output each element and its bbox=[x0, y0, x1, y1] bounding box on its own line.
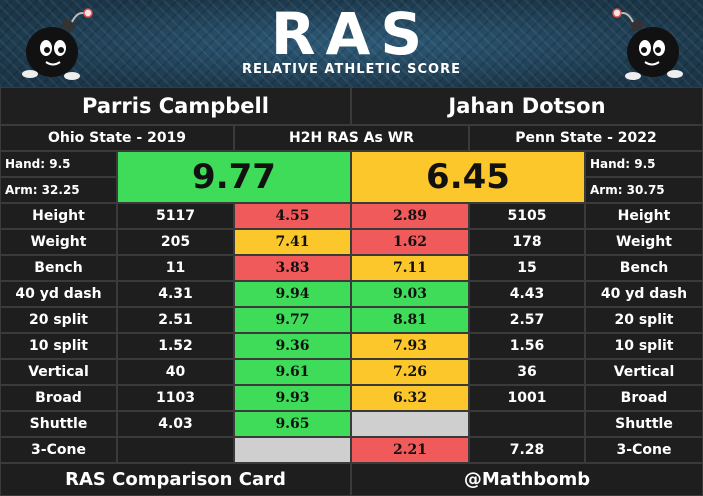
metric-label-left: Height bbox=[0, 203, 117, 229]
raw-value-left: 40 bbox=[117, 359, 234, 385]
score-left: 7.41 bbox=[234, 229, 351, 255]
table-row: Broad 1103 9.93 6.32 1001 Broad bbox=[0, 385, 703, 411]
score-right bbox=[351, 411, 469, 437]
ras-logo-subtitle: RELATIVE ATHLETIC SCORE bbox=[242, 62, 461, 77]
score-right: 2.21 bbox=[351, 437, 469, 463]
table-row: 10 split 1.52 9.36 7.93 1.56 10 split bbox=[0, 333, 703, 359]
raw-value-right: 15 bbox=[469, 255, 585, 281]
footer-right-handle: @Mathbomb bbox=[351, 463, 703, 496]
arm-right: Arm: 30.75 bbox=[585, 177, 703, 203]
bomb-mascot-icon bbox=[612, 8, 683, 80]
metric-label-left: Shuttle bbox=[0, 411, 117, 437]
metric-label-right: 3-Cone bbox=[585, 437, 703, 463]
raw-value-left: 4.03 bbox=[117, 411, 234, 437]
raw-value-right: 2.57 bbox=[469, 307, 585, 333]
score-right: 1.62 bbox=[351, 229, 469, 255]
table-row: Weight 205 7.41 1.62 178 Weight bbox=[0, 229, 703, 255]
table-row: 3-Cone 2.21 7.28 3-Cone bbox=[0, 437, 703, 463]
bomb-mascot-icon bbox=[22, 8, 93, 80]
metric-label-right: Shuttle bbox=[585, 411, 703, 437]
score-left: 4.55 bbox=[234, 203, 351, 229]
raw-value-right: 178 bbox=[469, 229, 585, 255]
metric-label-left: Weight bbox=[0, 229, 117, 255]
raw-value-right: 1001 bbox=[469, 385, 585, 411]
metric-label-left: Vertical bbox=[0, 359, 117, 385]
table-row: Vertical 40 9.61 7.26 36 Vertical bbox=[0, 359, 703, 385]
raw-value-right: 5105 bbox=[469, 203, 585, 229]
hand-left: Hand: 9.5 bbox=[0, 151, 117, 177]
ras-score-right: 6.45 bbox=[351, 151, 585, 203]
names-row: Parris Campbell Jahan Dotson bbox=[0, 87, 703, 125]
metric-label-right: 40 yd dash bbox=[585, 281, 703, 307]
metric-label-right: 20 split bbox=[585, 307, 703, 333]
header-banner: RAS RELATIVE ATHLETIC SCORE bbox=[0, 0, 703, 87]
metric-label-right: Vertical bbox=[585, 359, 703, 385]
score-left: 9.65 bbox=[234, 411, 351, 437]
table-row: 20 split 2.51 9.77 8.81 2.57 20 split bbox=[0, 307, 703, 333]
score-right: 6.32 bbox=[351, 385, 469, 411]
raw-value-left: 1.52 bbox=[117, 333, 234, 359]
raw-value-left: 1103 bbox=[117, 385, 234, 411]
metric-label-right: Weight bbox=[585, 229, 703, 255]
score-left: 3.83 bbox=[234, 255, 351, 281]
score-right: 9.03 bbox=[351, 281, 469, 307]
raw-value-left: 4.31 bbox=[117, 281, 234, 307]
metric-label-right: Broad bbox=[585, 385, 703, 411]
metric-label-left: 40 yd dash bbox=[0, 281, 117, 307]
metric-label-left: 10 split bbox=[0, 333, 117, 359]
raw-value-right: 7.28 bbox=[469, 437, 585, 463]
metric-label-right: Bench bbox=[585, 255, 703, 281]
table-row: Bench 11 3.83 7.11 15 Bench bbox=[0, 255, 703, 281]
table-row: 40 yd dash 4.31 9.94 9.03 4.43 40 yd dash bbox=[0, 281, 703, 307]
table-row: Shuttle 4.03 9.65 Shuttle bbox=[0, 411, 703, 437]
metric-label-left: Broad bbox=[0, 385, 117, 411]
score-right: 7.11 bbox=[351, 255, 469, 281]
score-right: 7.26 bbox=[351, 359, 469, 385]
score-left: 9.61 bbox=[234, 359, 351, 385]
ras-score-left: 9.77 bbox=[117, 151, 351, 203]
raw-value-left bbox=[117, 437, 234, 463]
raw-value-right bbox=[469, 411, 585, 437]
footer-left-label: RAS Comparison Card bbox=[0, 463, 351, 496]
table-row: Height 5117 4.55 2.89 5105 Height bbox=[0, 203, 703, 229]
player-name-right: Jahan Dotson bbox=[351, 87, 703, 125]
metric-label-right: Height bbox=[585, 203, 703, 229]
score-right: 8.81 bbox=[351, 307, 469, 333]
ras-score-row: Hand: 9.5 Arm: 32.25 9.77 6.45 Hand: 9.5… bbox=[0, 151, 703, 203]
score-left: 9.77 bbox=[234, 307, 351, 333]
metric-label-right: 10 split bbox=[585, 333, 703, 359]
player-name-left: Parris Campbell bbox=[0, 87, 351, 125]
metric-label-left: 3-Cone bbox=[0, 437, 117, 463]
raw-value-left: 2.51 bbox=[117, 307, 234, 333]
metric-label-left: Bench bbox=[0, 255, 117, 281]
raw-value-right: 1.56 bbox=[469, 333, 585, 359]
hand-right: Hand: 9.5 bbox=[585, 151, 703, 177]
score-right: 7.93 bbox=[351, 333, 469, 359]
raw-value-left: 5117 bbox=[117, 203, 234, 229]
raw-value-right: 4.43 bbox=[469, 281, 585, 307]
school-right: Penn State - 2022 bbox=[469, 125, 703, 151]
raw-value-left: 205 bbox=[117, 229, 234, 255]
center-header: H2H RAS As WR bbox=[234, 125, 469, 151]
score-left: 9.94 bbox=[234, 281, 351, 307]
raw-value-left: 11 bbox=[117, 255, 234, 281]
arm-left: Arm: 32.25 bbox=[0, 177, 117, 203]
score-right: 2.89 bbox=[351, 203, 469, 229]
school-left: Ohio State - 2019 bbox=[0, 125, 234, 151]
footer-row: RAS Comparison Card @Mathbomb bbox=[0, 463, 703, 496]
school-header-row: Ohio State - 2019 H2H RAS As WR Penn Sta… bbox=[0, 125, 703, 151]
ras-logo: RAS bbox=[270, 0, 433, 68]
metric-label-left: 20 split bbox=[0, 307, 117, 333]
score-left: 9.93 bbox=[234, 385, 351, 411]
score-left: 9.36 bbox=[234, 333, 351, 359]
score-left bbox=[234, 437, 351, 463]
raw-value-right: 36 bbox=[469, 359, 585, 385]
